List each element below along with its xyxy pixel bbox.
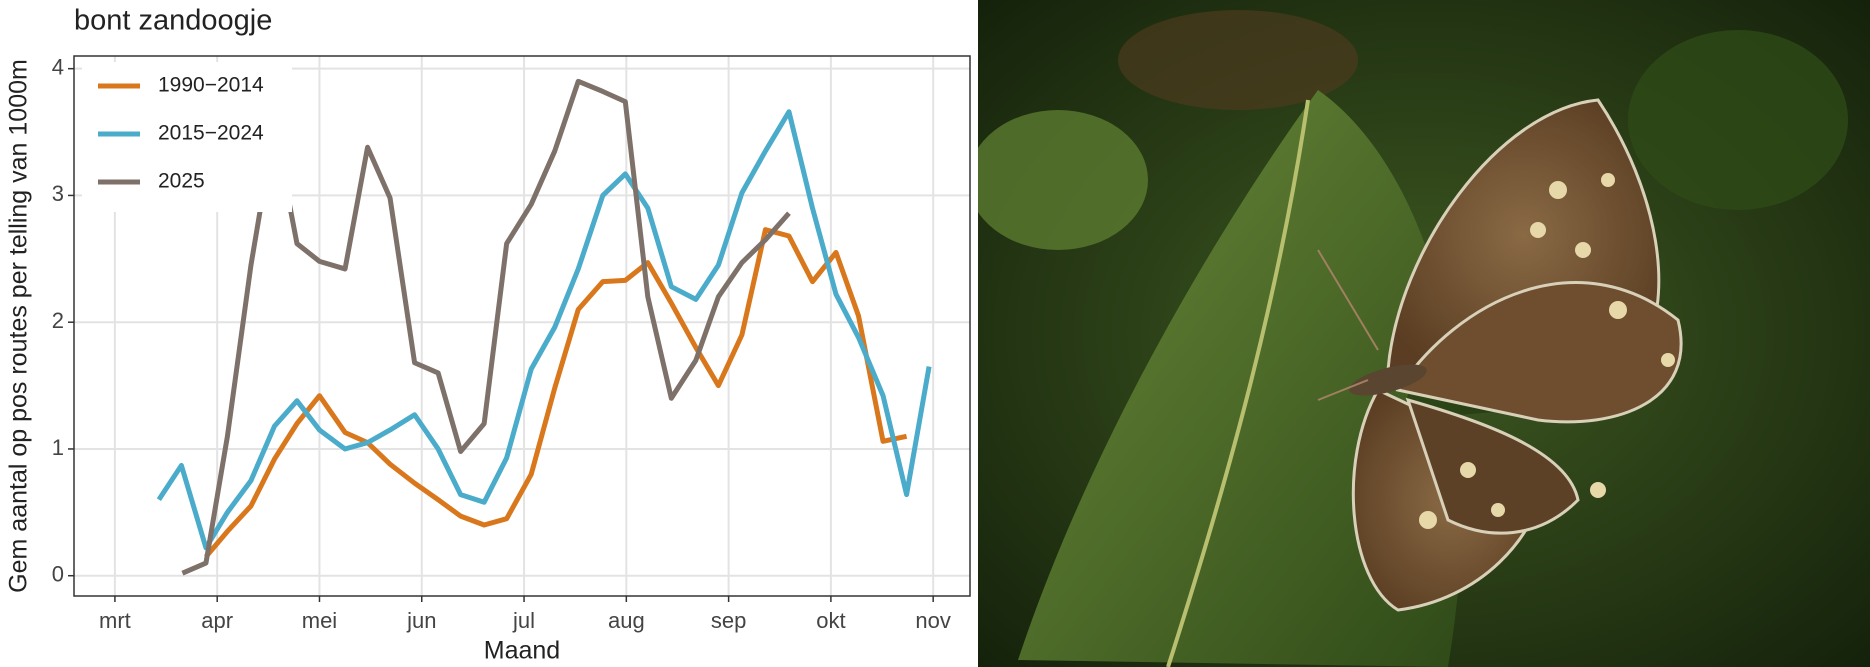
x-tick-label: sep [711,608,746,633]
legend-label: 2015−2024 [158,122,264,145]
butterfly [1317,98,1683,612]
x-axis-label: Maand [484,637,560,665]
line-series [204,227,908,559]
y-tick-label: 2 [52,308,64,333]
x-tick-label: nov [915,608,950,633]
legend-label: 2025 [158,170,205,193]
y-tick-label: 4 [52,54,64,79]
x-tick-label: apr [201,608,233,633]
y-tick-label: 1 [52,435,64,460]
x-tick-label: jun [406,608,436,633]
line-series [156,109,932,551]
plot-border [73,55,971,597]
x-tick-label: mrt [99,608,131,633]
x-tick-label: jul [512,608,535,633]
butterfly-photo [978,0,1870,667]
y-tick-label: 3 [52,181,64,206]
legend-label: 1990−2014 [158,74,264,97]
y-axis-label: Gem aantal op pos routes per telling van… [5,59,33,593]
chart-title: bont zandoogje [74,5,272,37]
x-tick-label: aug [608,608,645,633]
chart: bont zandoogje Maand Gem aantal op pos r… [5,5,971,665]
x-tick-label: mei [302,608,337,633]
x-tick-label: okt [816,608,845,633]
y-tick-label: 0 [52,562,64,587]
